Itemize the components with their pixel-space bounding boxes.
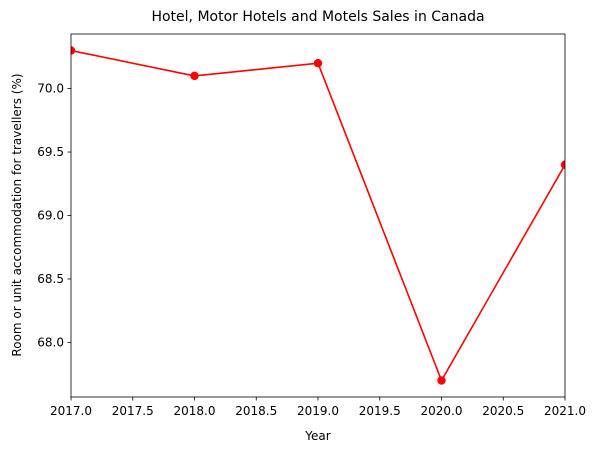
- x-tick-label: 2019.5: [359, 404, 401, 418]
- data-point: [560, 160, 565, 169]
- y-axis-title: Room or unit accommodation for traveller…: [10, 73, 24, 356]
- x-tick-label: 2019.0: [297, 404, 339, 418]
- y-tick-label: 68.0: [37, 335, 64, 349]
- y-tick-label: 68.5: [37, 272, 64, 286]
- x-tick-label: 2021.0: [544, 404, 586, 418]
- y-axis: 68.0 68.5 69.0 69.5 70.0: [37, 82, 71, 349]
- data-point: [437, 376, 446, 385]
- data-point: [313, 58, 323, 68]
- y-tick-label: 69.0: [37, 209, 64, 223]
- y-tick-label: 69.5: [37, 145, 64, 159]
- x-tick-label: 2020.5: [482, 404, 524, 418]
- data-point: [190, 71, 199, 81]
- x-tick-label: 2018.0: [174, 404, 216, 418]
- data-point: [71, 46, 76, 55]
- x-tick-label: 2018.5: [235, 404, 277, 418]
- y-tick-label: 70.0: [37, 82, 64, 96]
- x-axis-title: Year: [304, 429, 330, 443]
- x-tick-label: 2017.5: [112, 404, 154, 418]
- plot-area: [71, 46, 565, 385]
- chart-title: Hotel, Motor Hotels and Motels Sales in …: [151, 9, 484, 25]
- x-tick-label: 2017.0: [50, 404, 92, 418]
- x-tick-label: 2020.0: [421, 404, 463, 418]
- x-axis: 2017.0 2017.5 2018.0 2018.5 2019.0 2019.5 2020…: [50, 397, 586, 418]
